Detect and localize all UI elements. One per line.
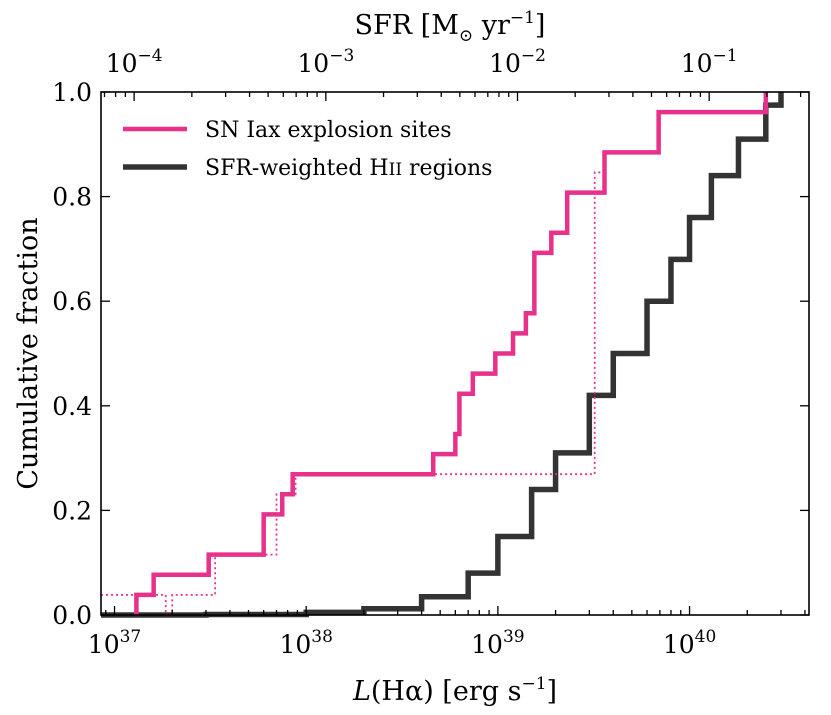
y-tick-label: 0.2 — [52, 496, 92, 525]
x-tick-label: 1037 — [88, 627, 141, 659]
top-axis-title: SFR [M⊙ yr−1] — [355, 8, 546, 46]
y-tick-label: 0.0 — [52, 601, 92, 630]
series-sn-iax-dotted-line — [101, 152, 606, 616]
top-tick-label: 10−1 — [681, 46, 738, 78]
series-layer — [101, 92, 784, 618]
legend-label: SFR-weighted HII regions — [205, 156, 492, 181]
legend: SN Iax explosion sites SFR-weighted HII r… — [123, 118, 492, 181]
y-tick-label: 0.4 — [52, 392, 92, 421]
series-sn-iax-line — [134, 92, 769, 615]
y-axis-title: Cumulative fraction — [13, 217, 44, 489]
x-tick-label: 1039 — [471, 627, 524, 659]
y-tick-label: 1.0 — [52, 78, 92, 107]
x-tick-label: 1038 — [279, 627, 332, 659]
series-hii-regions-line — [101, 92, 784, 618]
axes-layer: 1037 1038 1039 1040 10−4 10−3 10−2 10−1 0.0 0.2 0.… — [13, 8, 810, 707]
x-tick-label: 1040 — [663, 627, 716, 659]
x-axis-title: L(Hα) [erg s−1] — [352, 674, 557, 707]
y-tick-label: 0.8 — [52, 183, 92, 212]
y-tick-label: 0.6 — [52, 287, 92, 316]
top-tick-label: 10−3 — [297, 46, 354, 78]
top-tick-label: 10−2 — [489, 46, 546, 78]
legend-label: SN Iax explosion sites — [205, 118, 452, 143]
top-tick-label: 10−4 — [106, 46, 163, 78]
